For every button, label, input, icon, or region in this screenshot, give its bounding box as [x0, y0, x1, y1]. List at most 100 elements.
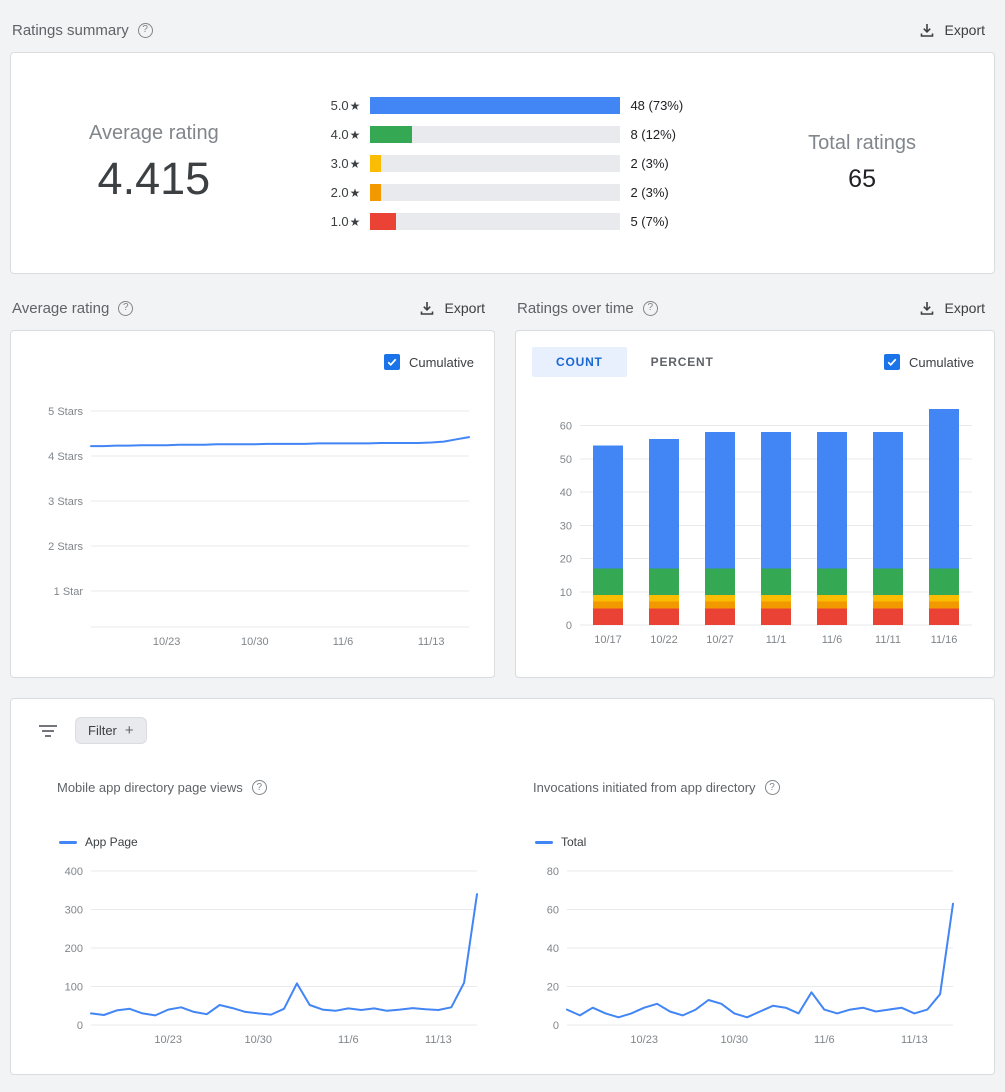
rating-bar-fill: [370, 212, 397, 230]
svg-text:11/16: 11/16: [931, 634, 958, 646]
page-views-line-chart: 400 300 200 100 0 10/23 10/30 11/6 11/13: [65, 866, 478, 1046]
rating-breakdown-row: 4.0★ 8 (12%): [324, 125, 702, 143]
average-rating-line-chart: 5 Stars 4 Stars 3 Stars 2 Stars 1 Star 10/23 1…: [48, 406, 470, 648]
svg-text:0: 0: [77, 1020, 83, 1032]
total-ratings-block: Total ratings 65: [808, 132, 916, 194]
ratings-over-time-title-group: Ratings over time ?: [517, 300, 658, 317]
help-icon-ratings-over-time[interactable]: ?: [642, 300, 658, 316]
svg-text:11/1: 11/1: [766, 634, 787, 646]
rating-count: 2 (3%): [630, 155, 669, 171]
download-icon: [920, 302, 933, 315]
ratings-over-time-bar-chart: 0 10 20 30 40 50 60 10/17 10/22 10/27 11/1 11/6 11/1…: [560, 409, 972, 646]
svg-text:10/23: 10/23: [630, 1034, 658, 1046]
rating-breakdown-row: 3.0★ 2 (3%): [324, 154, 702, 172]
average-rating-card: Cumulative 5 Stars 4 Stars 3 Stars 2 Stars 1…: [10, 330, 495, 678]
svg-text:4 Stars: 4 Stars: [48, 451, 83, 463]
rating-count: 2 (3%): [630, 184, 669, 200]
help-icon-ratings-summary[interactable]: ?: [137, 22, 153, 38]
rating-bar-track: [370, 212, 621, 230]
svg-text:80: 80: [547, 866, 559, 878]
help-icon-invocations[interactable]: ?: [764, 780, 780, 795]
svg-text:11/6: 11/6: [814, 1034, 835, 1046]
filter-chip[interactable]: Filter +: [75, 717, 147, 744]
average-rating-block: Average rating 4.415: [89, 122, 219, 205]
line-series-icon: [59, 840, 77, 844]
ratings-over-time-header: Ratings over time ? Export: [515, 286, 995, 330]
svg-text:100: 100: [65, 982, 83, 994]
svg-text:11/11: 11/11: [875, 634, 901, 646]
rating-count: 5 (7%): [630, 213, 669, 229]
svg-text:5 Stars: 5 Stars: [48, 406, 83, 418]
svg-text:11/6: 11/6: [822, 634, 843, 646]
rating-bar-fill: [370, 125, 413, 143]
cumulative-checkbox-average-rating[interactable]: Cumulative: [383, 354, 474, 370]
svg-text:11/6: 11/6: [333, 636, 354, 648]
svg-text:40: 40: [547, 943, 559, 955]
ratings-summary-card: Average rating 4.415 5.0★ 48 (73%) 4.0★ 8 (…: [10, 52, 995, 274]
ratings-over-time-tabs: COUNT PERCENT: [532, 347, 738, 377]
download-icon: [420, 302, 433, 315]
svg-text:11/13: 11/13: [425, 1034, 452, 1046]
rating-star-label: 1.0★: [330, 213, 361, 229]
rating-star-label: 5.0★: [330, 97, 361, 113]
rating-breakdown-row: 1.0★ 5 (7%): [324, 212, 702, 230]
cumulative-label: Cumulative: [408, 354, 474, 370]
star-icon: ★: [349, 185, 361, 200]
total-ratings-value: 65: [848, 165, 876, 193]
directory-metrics-card: Filter + Mobile app directory page views…: [10, 698, 995, 1075]
rating-bar-track: [370, 96, 621, 114]
charts-row: Average rating ? Export Cumulat: [10, 286, 995, 678]
rating-bar-fill: [370, 154, 381, 172]
svg-text:60: 60: [547, 905, 559, 917]
average-rating-card-controls: Cumulative: [31, 345, 474, 379]
export-button-ratings-over-time[interactable]: Export: [911, 294, 993, 322]
rating-breakdown: 5.0★ 48 (73%) 4.0★ 8 (12%) 3.0★ 2 (3%) 2.0★ 2 (…: [324, 96, 702, 230]
ratings-summary-title-group: Ratings summary ?: [12, 22, 153, 39]
filter-row: Filter +: [31, 717, 974, 744]
rating-star-label: 3.0★: [330, 155, 361, 171]
average-rating-label: Average rating: [89, 121, 219, 144]
ratings-over-time-column: Ratings over time ? Export COUNT PERCENT: [515, 286, 995, 678]
svg-text:11/6: 11/6: [338, 1034, 359, 1046]
export-button-ratings-summary[interactable]: Export: [911, 16, 993, 44]
help-icon-average-rating[interactable]: ?: [118, 300, 134, 316]
page-views-panel: Mobile app directory page views ? App Pa…: [45, 780, 485, 1057]
svg-text:1 Star: 1 Star: [54, 586, 84, 598]
svg-text:10/22: 10/22: [650, 634, 678, 646]
svg-text:20: 20: [547, 982, 559, 994]
ratings-over-time-card-controls: COUNT PERCENT Cumulative: [532, 345, 974, 379]
svg-text:40: 40: [560, 487, 572, 499]
svg-text:11/13: 11/13: [418, 636, 445, 648]
invocations-title: Invocations initiated from app directory: [533, 780, 756, 795]
svg-text:0: 0: [566, 620, 572, 632]
rating-bar-track: [370, 154, 621, 172]
filter-list-icon[interactable]: [39, 724, 57, 738]
export-button-average-rating[interactable]: Export: [411, 294, 493, 322]
tab-percent[interactable]: PERCENT: [650, 355, 714, 369]
help-icon-page-views[interactable]: ?: [251, 780, 267, 795]
svg-text:10/23: 10/23: [153, 636, 181, 648]
tab-count[interactable]: COUNT: [532, 347, 627, 377]
rating-bar-track: [370, 183, 621, 201]
legend-total-label: Total: [561, 835, 587, 849]
svg-text:3 Stars: 3 Stars: [48, 496, 83, 508]
svg-text:50: 50: [560, 454, 572, 466]
cumulative-checkbox-ratings-over-time[interactable]: Cumulative: [883, 354, 974, 370]
bottom-charts: Mobile app directory page views ? App Pa…: [31, 780, 974, 1057]
ratings-over-time-card: COUNT PERCENT Cumulative 0 10 20 30 40 50 60 10…: [515, 330, 995, 678]
svg-text:20: 20: [560, 554, 572, 566]
star-icon: ★: [349, 98, 361, 113]
legend-total: Total: [535, 835, 961, 849]
invocations-panel: Invocations initiated from app directory…: [521, 780, 961, 1057]
rating-bar-fill: [370, 183, 381, 201]
svg-text:10/17: 10/17: [594, 634, 622, 646]
ratings-summary-title: Ratings summary: [12, 21, 129, 39]
export-label: Export: [944, 22, 985, 38]
rating-star-label: 2.0★: [330, 184, 361, 200]
svg-text:10: 10: [560, 587, 572, 599]
total-ratings-label: Total ratings: [808, 132, 916, 154]
legend-app-page: App Page: [59, 835, 485, 849]
svg-text:60: 60: [560, 421, 572, 433]
rating-count: 48 (73%): [630, 97, 684, 113]
rating-breakdown-row: 5.0★ 48 (73%): [324, 96, 702, 114]
